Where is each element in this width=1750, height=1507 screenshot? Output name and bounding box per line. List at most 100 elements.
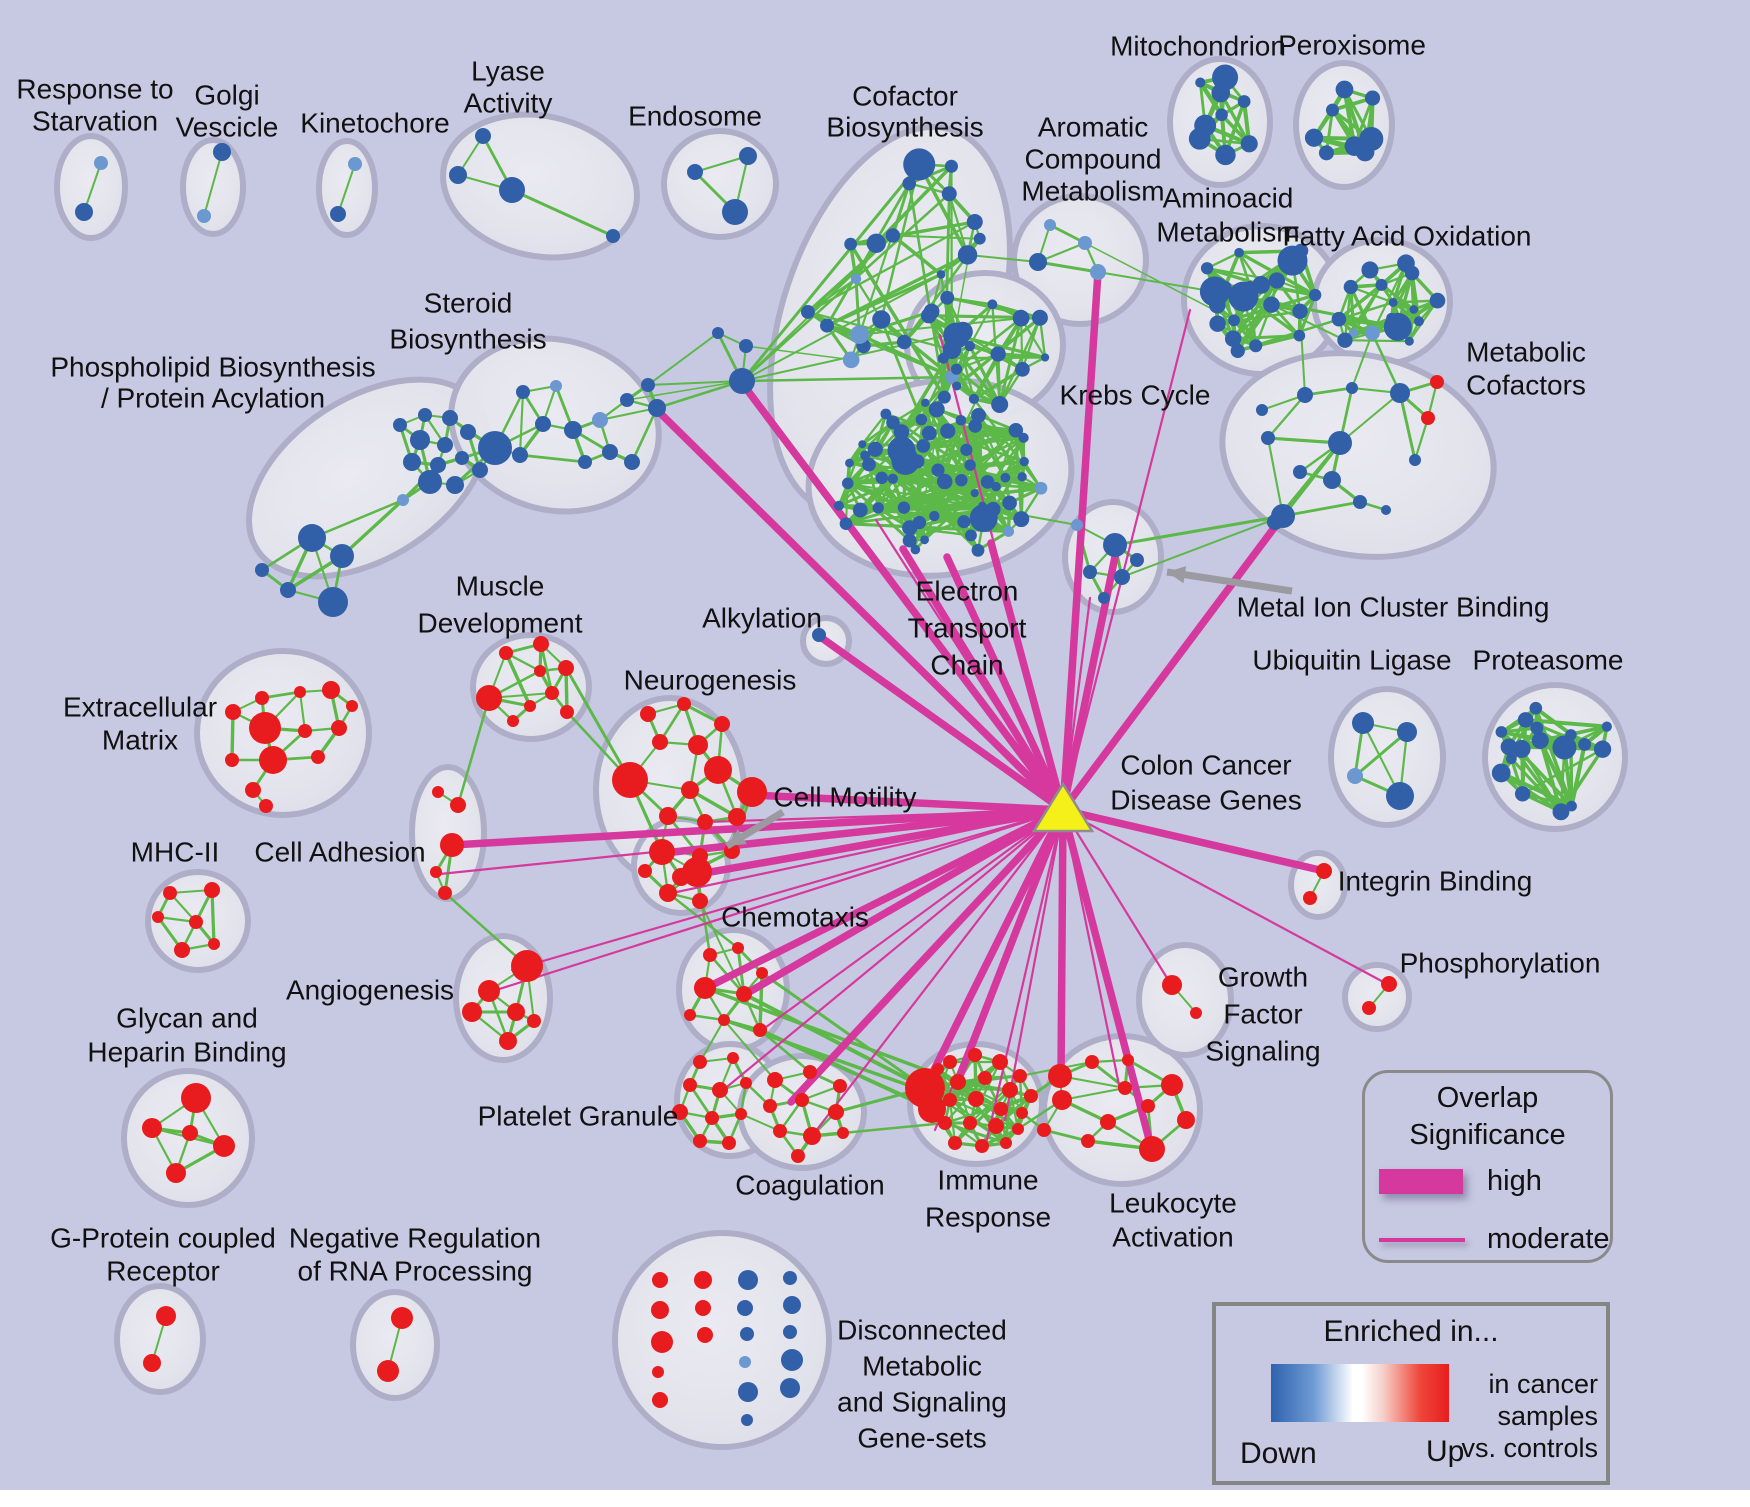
gene-set-node	[397, 494, 409, 506]
overlap-edge-high	[1059, 543, 1121, 814]
moderate-significance-swatch	[1379, 1237, 1465, 1242]
label-growth: Signaling	[1205, 1036, 1320, 1067]
gene-set-node	[694, 977, 716, 999]
gene-set-node	[478, 980, 500, 1002]
gene-set-node	[739, 147, 757, 165]
gene-set-node	[94, 156, 108, 170]
label-growth: Factor	[1223, 999, 1302, 1030]
note-line1: in cancer	[1488, 1369, 1598, 1399]
cluster-edge	[1281, 441, 1342, 518]
cluster-edge	[956, 1080, 1033, 1098]
gene-set-node	[1530, 721, 1544, 735]
gene-set-node	[75, 203, 93, 221]
gene-set-node	[1430, 375, 1444, 389]
gene-set-node	[438, 886, 452, 900]
gene-set-node	[1052, 1090, 1072, 1110]
label-ecm: Matrix	[102, 725, 178, 756]
intercluster-edge	[626, 380, 743, 401]
gene-set-node	[298, 524, 326, 552]
gene-set-node	[527, 1014, 541, 1028]
cluster-edge	[998, 316, 1023, 406]
gene-set-node	[1364, 90, 1381, 106]
gene-set-node	[640, 706, 656, 722]
gene-set-node	[1303, 891, 1317, 905]
note-line3: vs. controls	[1461, 1433, 1598, 1463]
cluster-edge	[1019, 317, 1024, 371]
label-alkylation: Alkylation	[702, 603, 822, 634]
cluster-edge	[1060, 1086, 1127, 1102]
gene-set-node	[891, 446, 920, 475]
gene-set-node	[432, 786, 444, 798]
cluster-edge	[985, 459, 1026, 484]
cluster-edge	[518, 390, 525, 457]
gene-set-node	[142, 1118, 162, 1138]
gene-set-node	[322, 681, 340, 699]
cluster-edge	[968, 460, 1026, 467]
cluster-edge	[955, 367, 1002, 406]
label-negreg: of RNA Processing	[298, 1256, 533, 1287]
enrichment-gradient-bar	[1271, 1364, 1449, 1422]
gene-set-node	[973, 232, 986, 245]
gene-set-node	[1003, 525, 1015, 537]
gene-set-node	[756, 967, 768, 979]
gene-set-node	[1256, 404, 1268, 416]
gene-set-node	[684, 1009, 696, 1021]
intercluster-edge	[699, 900, 745, 995]
gene-set-node	[837, 1127, 849, 1139]
cluster-edge	[1036, 260, 1100, 274]
high-label: high	[1487, 1165, 1542, 1197]
label-colon: Disease Genes	[1110, 785, 1301, 816]
cluster-edge	[1337, 283, 1384, 321]
gene-set-node	[820, 318, 834, 333]
gene-set-node	[1012, 309, 1030, 327]
gene-set-node	[957, 245, 978, 265]
down-label: Down	[1240, 1437, 1317, 1470]
gene-set-node	[1409, 454, 1421, 466]
intercluster-edge	[655, 379, 744, 410]
gene-set-node	[960, 443, 973, 456]
gene-set-node	[950, 363, 963, 375]
gene-set-node	[1343, 279, 1358, 295]
overlap-high-row: high	[1379, 1165, 1542, 1198]
gene-set-node	[249, 712, 281, 744]
cluster-edge	[1259, 283, 1318, 297]
label-proteasome: Proteasome	[1473, 645, 1624, 676]
gene-set-node	[862, 457, 876, 472]
gene-set-node	[1381, 505, 1391, 515]
gene-set-node	[1100, 1114, 1116, 1130]
overlap-edge-high	[787, 806, 1067, 1106]
intercluster-edge	[1121, 515, 1284, 578]
cluster-edge	[1219, 91, 1228, 157]
intercluster-edge	[666, 891, 740, 950]
gene-set-node	[915, 413, 928, 426]
gene-set-node	[442, 410, 458, 426]
label-etc: Transport	[908, 613, 1027, 644]
gene-set-node	[652, 1366, 664, 1378]
gene-set-node	[850, 273, 862, 285]
cluster-edge	[1371, 262, 1408, 335]
gene-set-node	[475, 128, 491, 144]
note-line2: samples	[1497, 1401, 1598, 1431]
gene-set-node	[1335, 80, 1354, 99]
gene-set-node	[737, 777, 767, 807]
gene-set-node	[606, 229, 620, 243]
gene-set-node	[1414, 316, 1424, 327]
gene-set-node	[311, 750, 325, 764]
gene-set-node	[450, 797, 466, 813]
gene-set-node	[174, 942, 190, 958]
gene-set-node	[845, 458, 854, 468]
gene-set-node	[964, 340, 975, 352]
intercluster-edge	[760, 971, 927, 1090]
gene-set-node	[867, 441, 883, 457]
overlap-edge-high	[1059, 512, 1287, 814]
gene-set-node	[1040, 353, 1050, 362]
gene-set-node	[955, 414, 967, 426]
gene-set-node	[872, 310, 891, 329]
gene-set-node	[944, 159, 958, 173]
cluster-edge	[825, 182, 911, 328]
cluster-edge	[1398, 391, 1417, 462]
gene-set-node	[1118, 1081, 1132, 1095]
gene-set-node	[677, 697, 691, 711]
label-muscle: Development	[418, 608, 583, 639]
gene-set-node	[902, 533, 917, 548]
